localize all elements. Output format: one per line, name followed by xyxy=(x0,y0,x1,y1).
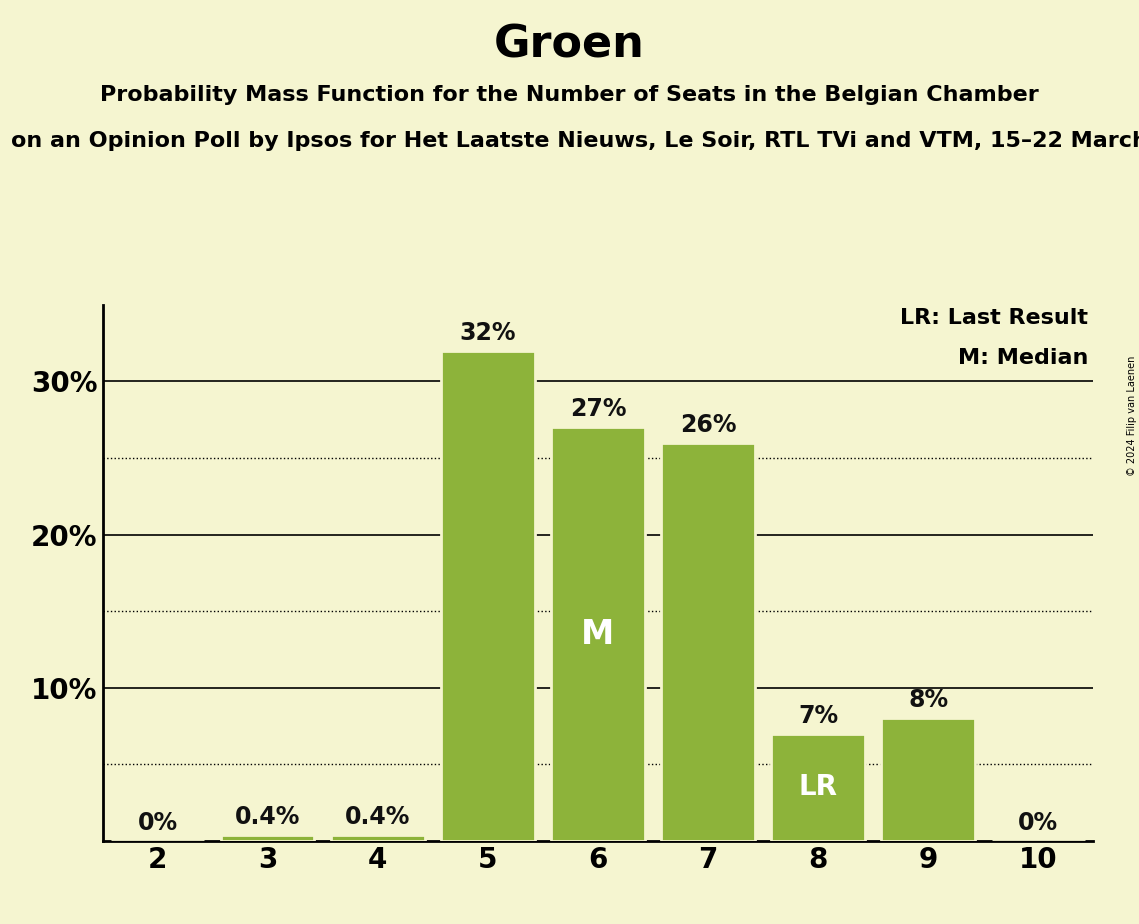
Text: LR: Last Result: LR: Last Result xyxy=(900,308,1088,328)
Bar xyxy=(771,734,865,841)
Text: 8%: 8% xyxy=(908,688,949,712)
Bar xyxy=(662,443,755,841)
Text: Probability Mass Function for the Number of Seats in the Belgian Chamber: Probability Mass Function for the Number… xyxy=(100,85,1039,105)
Text: 32%: 32% xyxy=(460,321,516,345)
Text: M: M xyxy=(581,617,615,650)
Text: LR: LR xyxy=(798,773,837,801)
Bar xyxy=(441,351,534,841)
Text: M: Median: M: Median xyxy=(958,347,1088,368)
Text: 7%: 7% xyxy=(798,703,838,727)
Text: on an Opinion Poll by Ipsos for Het Laatste Nieuws, Le Soir, RTL TVi and VTM, 15: on an Opinion Poll by Ipsos for Het Laat… xyxy=(11,131,1139,152)
Text: 0.4%: 0.4% xyxy=(345,805,410,829)
Text: 27%: 27% xyxy=(570,397,626,421)
Text: 0.4%: 0.4% xyxy=(235,805,301,829)
Bar xyxy=(551,428,645,841)
Bar xyxy=(331,834,425,841)
Text: 0%: 0% xyxy=(138,810,178,834)
Text: Groen: Groen xyxy=(494,23,645,67)
Bar xyxy=(221,834,314,841)
Text: 0%: 0% xyxy=(1018,810,1058,834)
Bar xyxy=(882,718,975,841)
Text: © 2024 Filip van Laenen: © 2024 Filip van Laenen xyxy=(1126,356,1137,476)
Text: 26%: 26% xyxy=(680,413,736,437)
